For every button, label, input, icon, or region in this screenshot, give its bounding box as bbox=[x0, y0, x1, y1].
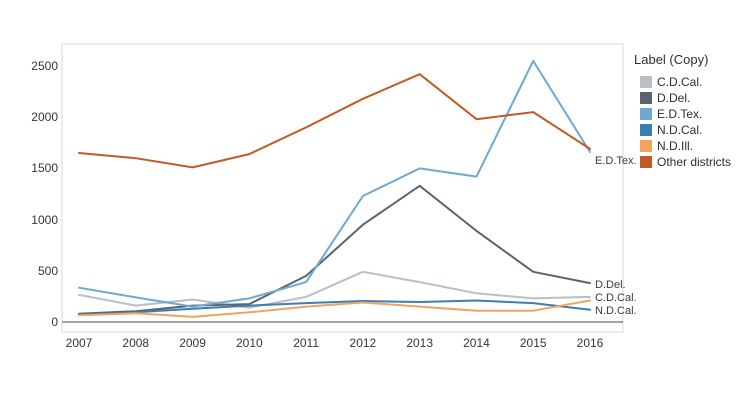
legend-item-c-d-cal[interactable]: C.D.Cal. bbox=[634, 75, 746, 89]
x-axis-tick-label: 2008 bbox=[122, 336, 150, 350]
legend-item-label: E.D.Tex. bbox=[657, 107, 703, 121]
legend-item-label: N.D.Ill. bbox=[657, 139, 693, 153]
legend-swatch bbox=[640, 124, 652, 136]
x-axis-tick-label: 2010 bbox=[235, 336, 263, 350]
y-axis-tick-label: 500 bbox=[37, 263, 58, 278]
y-axis-tick-label: 1500 bbox=[31, 161, 58, 176]
series-line-n-d-cal[interactable] bbox=[78, 299, 591, 316]
series-line-other-districts[interactable] bbox=[78, 73, 591, 169]
y-axis-tick-label: 1000 bbox=[31, 212, 58, 227]
legend-item-label: D.Del. bbox=[657, 91, 691, 105]
legend-item-d-del[interactable]: D.Del. bbox=[634, 91, 746, 105]
legend-item-label: Other districts bbox=[657, 155, 732, 169]
legend-swatch bbox=[640, 140, 652, 152]
series-end-label-d-del: D.Del. bbox=[595, 279, 626, 292]
x-axis-tick-label: 2015 bbox=[519, 336, 547, 350]
legend-swatch bbox=[640, 76, 652, 88]
x-axis-tick-label: 2014 bbox=[463, 336, 490, 350]
legend-title: Label (Copy) bbox=[634, 52, 709, 67]
series-line-e-d-tex[interactable] bbox=[78, 59, 591, 308]
legend-item-n-d-ill[interactable]: N.D.Ill. bbox=[634, 139, 746, 153]
legend-swatch bbox=[640, 92, 652, 104]
legend-items: C.D.Cal. D.Del. E.D.Tex. N.D.Cal. N.D.Ill. Ot… bbox=[634, 75, 746, 169]
legend-item-n-d-cal[interactable]: N.D.Cal. bbox=[634, 123, 746, 137]
x-axis-tick-label: 2011 bbox=[293, 336, 320, 350]
y-axis-tick-label: 2000 bbox=[31, 110, 58, 125]
legend-item-e-d-tex[interactable]: E.D.Tex. bbox=[634, 107, 746, 121]
series-end-label-n-d-cal: N.D.Cal. bbox=[595, 304, 637, 317]
series-line-n-d-ill[interactable] bbox=[78, 299, 591, 318]
x-axis-tick-label: 2007 bbox=[65, 336, 93, 350]
series-end-label-c-d-cal: C.D.Cal. bbox=[595, 291, 637, 304]
legend-swatch bbox=[640, 108, 652, 120]
y-axis-tick-label: 2500 bbox=[31, 59, 58, 73]
legend-swatch bbox=[640, 156, 652, 168]
x-axis-tick-label: 2009 bbox=[179, 336, 206, 350]
plot-border bbox=[61, 43, 624, 333]
legend-item-other-districts[interactable]: Other districts bbox=[634, 155, 746, 169]
series-line-d-del[interactable] bbox=[78, 184, 591, 315]
x-axis-tick-label: 2012 bbox=[349, 336, 377, 350]
x-axis-tick-label: 2016 bbox=[576, 336, 604, 350]
legend: Label (Copy) C.D.Cal. D.Del. E.D.Tex. N.D.C… bbox=[634, 52, 746, 172]
x-axis-tick-label: 2013 bbox=[406, 336, 434, 350]
legend-item-label: N.D.Cal. bbox=[657, 123, 703, 137]
y-axis-tick-label: 0 bbox=[51, 315, 58, 329]
series-end-label-e-d-tex: E.D.Tex. bbox=[595, 155, 637, 168]
legend-item-label: C.D.Cal. bbox=[657, 75, 703, 89]
